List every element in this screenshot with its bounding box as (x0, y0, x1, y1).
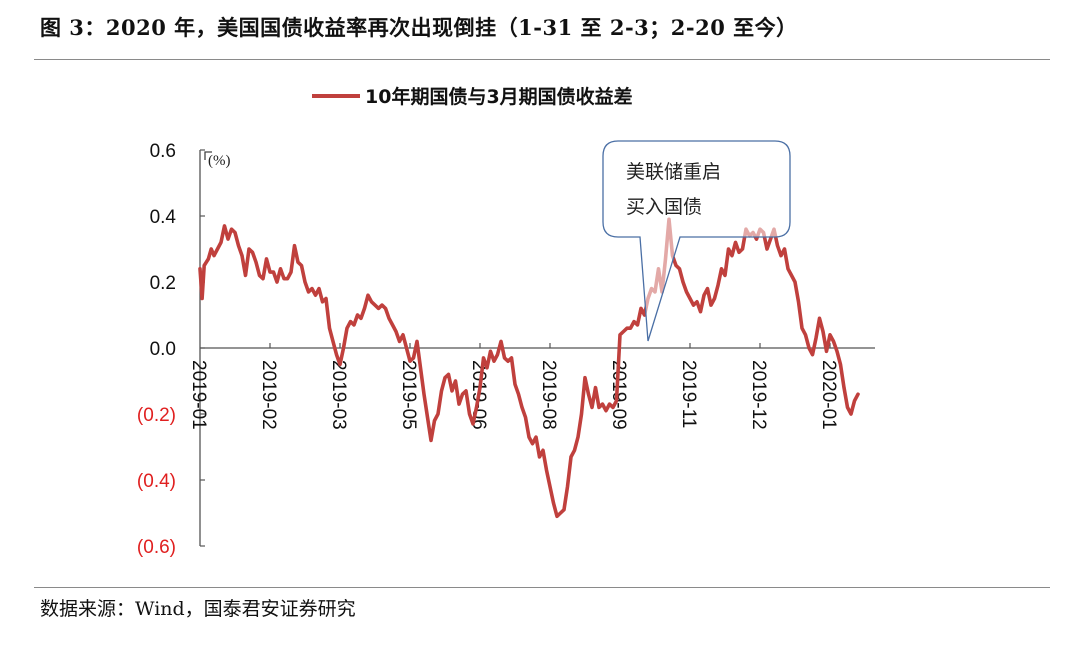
top-divider (34, 59, 1050, 60)
legend: 10年期国债与3月期国债收益差 (312, 85, 633, 108)
y-tick-label: 0.0 (150, 339, 176, 360)
callout-annotation: 美联储重启 买入国债 (602, 140, 791, 342)
x-tick-label: 2019-05 (398, 360, 419, 430)
unit-label: (%) (204, 151, 231, 169)
line-chart: 10年期国债与3月期国债收益差 0.6 0.4 0.2 0.0 (0.2) (0.4) (0… (137, 85, 875, 558)
callout-line-1: 美联储重启 (626, 161, 721, 183)
y-tick-label: 0.2 (150, 273, 176, 294)
legend-label: 10年期国债与3月期国债收益差 (365, 85, 633, 108)
x-axis: 2019-01 2019-02 2019-03 2019-05 2019-06 2019-… (188, 343, 875, 430)
x-tick-label: 2019-01 (188, 360, 209, 430)
y-axis: 0.6 0.4 0.2 0.0 (0.2) (0.4) (0.6) (137, 141, 205, 558)
callout-bubble (602, 140, 791, 342)
callout-line-2: 买入国债 (626, 196, 702, 218)
x-tick-label: 2019-02 (258, 360, 279, 430)
y-tick-label: 0.4 (150, 207, 177, 228)
y-tick-label: (0.6) (137, 537, 176, 558)
x-tick-label: 2019-11 (678, 360, 699, 428)
x-tick-label: 2020-01 (818, 360, 839, 430)
source-note: 数据来源：Wind，国泰君安证券研究 (40, 598, 356, 620)
y-tick-label: 0.6 (150, 141, 176, 162)
bottom-divider (34, 587, 1050, 588)
figure-title: 图 3：2020 年，美国国债收益率再次出现倒挂（1-31 至 2-3；2-20… (40, 15, 798, 40)
x-tick-label: 2019-12 (748, 360, 769, 430)
y-unit: (%) (208, 153, 231, 169)
y-tick-label: (0.2) (137, 405, 176, 426)
x-tick-label: 2019-08 (538, 360, 559, 430)
x-tick-label: 2019-03 (328, 360, 349, 430)
y-tick-label: (0.4) (137, 471, 176, 492)
